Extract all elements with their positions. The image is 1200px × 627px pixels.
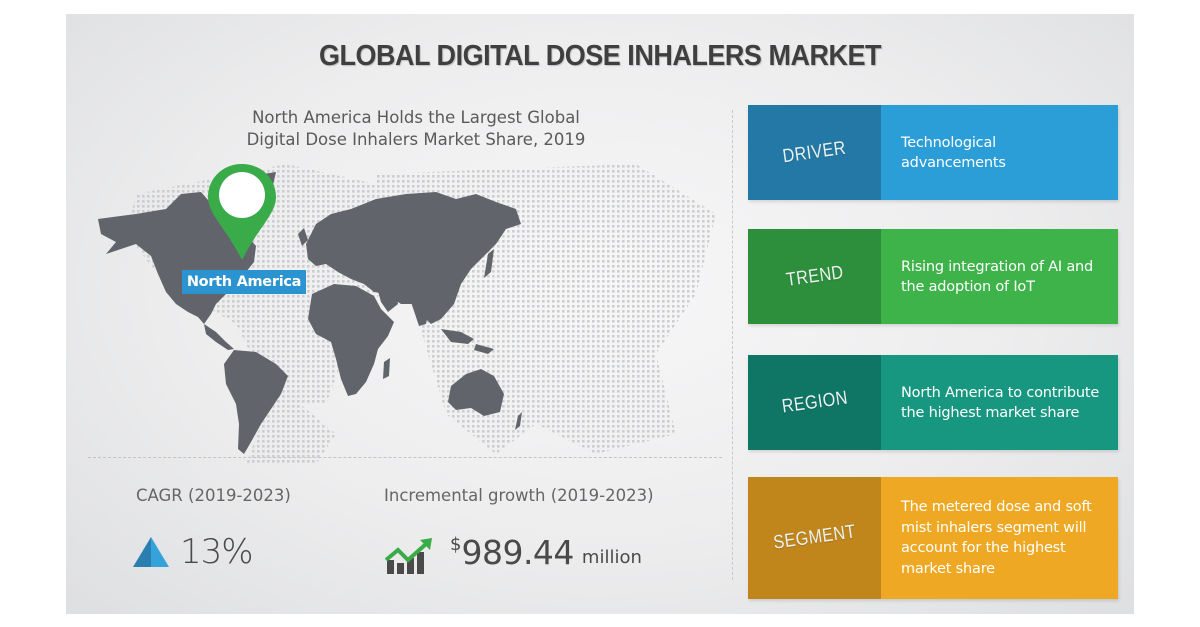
cagr-label: CAGR (2019-2023)	[136, 486, 291, 505]
world-map	[76, 154, 726, 464]
map-heading-line-1: North America Holds the Largest Global	[252, 108, 580, 127]
cagr-value-group: 13%	[132, 532, 254, 572]
segment-card: SEGMENT The metered dose and soft mist i…	[748, 477, 1118, 599]
region-tag: REGION	[748, 355, 881, 450]
driver-tag: DRIVER	[748, 105, 881, 200]
triangle-up-icon	[133, 537, 169, 567]
segment-text: The metered dose and soft mist inhalers …	[881, 477, 1118, 599]
vertical-divider	[732, 110, 733, 580]
world-map-icon	[98, 164, 716, 464]
driver-tag-label: DRIVER	[781, 137, 848, 167]
incremental-growth-unit: million	[581, 547, 642, 568]
trend-tag-label: TREND	[784, 261, 845, 291]
incremental-growth-value: 989.44	[461, 533, 574, 572]
incremental-growth-value-group: $ 989.44 million	[384, 532, 642, 574]
map-pin-icon	[208, 164, 276, 260]
infographic-panel: GLOBAL DIGITAL DOSE INHALERS MARKET Nort…	[66, 14, 1134, 614]
segment-tag: SEGMENT	[748, 477, 881, 599]
incremental-growth-label: Incremental growth (2019-2023)	[384, 486, 654, 505]
north-america-label: North America	[182, 270, 306, 294]
map-heading-line-2: Digital Dose Inhalers Market Share, 2019	[246, 130, 586, 149]
trend-card: TREND Rising integration of AI and the a…	[748, 229, 1118, 324]
cagr-value: 13%	[180, 532, 254, 572]
region-tag-label: REGION	[780, 386, 849, 418]
segment-tag-label: SEGMENT	[771, 521, 857, 554]
region-card: REGION North America to contribute the h…	[748, 355, 1118, 450]
growth-chart-icon	[384, 538, 432, 574]
driver-text: Technological advancements	[881, 105, 1118, 200]
horizontal-divider	[88, 457, 722, 458]
currency-symbol: $	[450, 534, 462, 555]
infographic-title: GLOBAL DIGITAL DOSE INHALERS MARKET	[318, 40, 882, 72]
region-text: North America to contribute the highest …	[881, 355, 1118, 450]
driver-card: DRIVER Technological advancements	[748, 105, 1118, 200]
trend-tag: TREND	[748, 229, 881, 324]
map-heading: North America Holds the Largest Global D…	[216, 107, 616, 151]
trend-text: Rising integration of AI and the adoptio…	[881, 229, 1118, 324]
